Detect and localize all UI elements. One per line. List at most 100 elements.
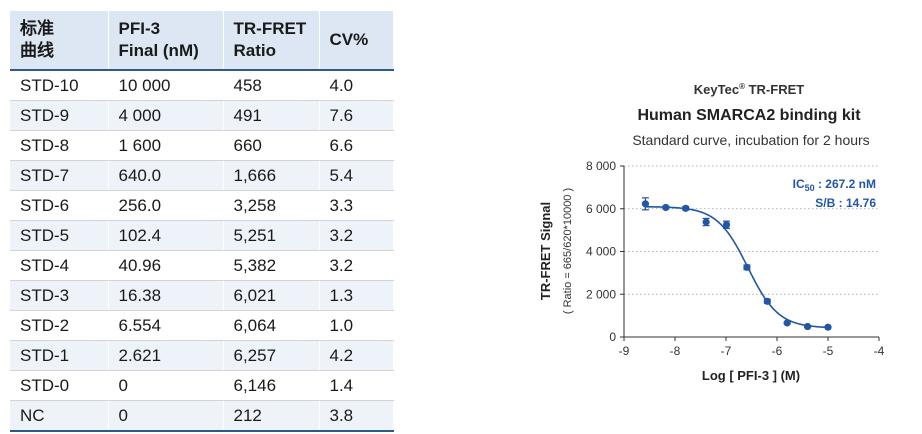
- cell-pfi3-final: 10 000: [108, 70, 224, 101]
- table-body: STD-10 10 000 458 4.0 STD-9 4 000 491 7.6 STD-8 1…: [10, 70, 394, 432]
- cell-cv: 3.2: [319, 220, 394, 251]
- cell-std-curve: STD-2: [10, 310, 109, 341]
- cell-cv: 5.4: [319, 160, 394, 191]
- gridlines: [624, 165, 879, 295]
- cell-cv: 1.3: [319, 280, 394, 311]
- cell-trfret-ratio: 6,021: [223, 280, 320, 311]
- cell-trfret-ratio: 6,146: [223, 370, 320, 401]
- ic50-annotation: IC50 : 267.2 nM: [793, 177, 876, 193]
- chart-brand: KeyTec® TR-FRET: [694, 82, 804, 97]
- data-point: [763, 297, 771, 305]
- ic50-subscript: 50: [805, 183, 815, 193]
- table-row: STD-1 2.621 6,257 4.2: [10, 340, 394, 371]
- data-point: [662, 203, 670, 212]
- cell-std-curve: STD-1: [10, 340, 109, 371]
- cell-trfret-ratio: 491: [223, 100, 320, 131]
- cell-trfret-ratio: 458: [223, 70, 320, 101]
- data-point: [641, 200, 650, 208]
- data-point: [722, 221, 731, 229]
- cell-cv: 4.0: [319, 70, 394, 101]
- data-point: [702, 218, 710, 226]
- cell-trfret-ratio: 6,064: [223, 310, 320, 341]
- axis-ticks: 0 2 000 4 000 6 000 8 000 -9 -8 -7 -6 -5 -4: [586, 159, 885, 358]
- table-row: STD-0 0 6,146 1.4: [10, 370, 394, 401]
- cell-std-curve: STD-10: [10, 70, 109, 101]
- header-cv: CV%: [319, 11, 394, 71]
- y-axis-subtitle: ( Ratio = 665/620*10000 ): [562, 188, 574, 314]
- cell-std-curve: STD-8: [10, 130, 109, 161]
- ic50-prefix: IC: [793, 177, 805, 191]
- table-row: NC 0 212 3.8: [10, 400, 394, 432]
- cell-pfi3-final: 640.0: [108, 160, 224, 191]
- data-point: [743, 263, 751, 271]
- brand-registered-mark: ®: [739, 82, 745, 91]
- table-row: STD-5 102.4 5,251 3.2: [10, 220, 394, 251]
- x-tick-label: -5: [823, 344, 834, 358]
- table-row: STD-10 10 000 458 4.0: [10, 70, 394, 101]
- cell-trfret-ratio: 5,251: [223, 220, 320, 251]
- y-tick-label: 6 000: [586, 202, 616, 216]
- cell-trfret-ratio: 1,666: [223, 160, 320, 191]
- cell-std-curve: STD-9: [10, 100, 109, 131]
- table-row: STD-9 4 000 491 7.6: [10, 100, 394, 131]
- cell-std-curve: STD-5: [10, 220, 109, 251]
- header-line: PFI-3: [118, 19, 161, 38]
- cell-pfi3-final: 2.621: [108, 340, 224, 371]
- header-line: CV%: [329, 30, 369, 49]
- data-points: [641, 197, 832, 331]
- table-row: STD-8 1 600 660 6.6: [10, 130, 394, 161]
- cell-pfi3-final: 4 000: [108, 100, 224, 131]
- cell-pfi3-final: 40.96: [108, 250, 224, 281]
- ic50-value: : 267.2 nM: [815, 177, 876, 191]
- x-tick-label: -7: [721, 344, 732, 358]
- sb-annotation: S/B : 14.76: [815, 196, 876, 210]
- header-trfret-ratio: TR-FRET Ratio: [223, 11, 320, 71]
- cell-cv: 6.6: [319, 130, 394, 161]
- cell-pfi3-final: 16.38: [108, 280, 224, 311]
- table-row: STD-6 256.0 3,258 3.3: [10, 190, 394, 221]
- cell-cv: 3.8: [319, 400, 394, 432]
- cell-pfi3-final: 0: [108, 370, 224, 401]
- x-tick-label: -6: [772, 344, 783, 358]
- cell-std-curve: NC: [10, 400, 109, 432]
- chart-title: Human SMARCA2 binding kit: [637, 107, 861, 124]
- standard-curve-table: 标准 曲线 PFI-3 Final (nM) TR-FRET Ratio CV%…: [10, 11, 394, 432]
- cell-std-curve: STD-7: [10, 160, 109, 191]
- table-row: STD-3 16.38 6,021 1.3: [10, 280, 394, 311]
- x-tick-label: -4: [874, 344, 885, 358]
- cell-trfret-ratio: 5,382: [223, 250, 320, 281]
- y-tick-label: 8 000: [586, 159, 616, 173]
- table-row: STD-2 6.554 6,064 1.0: [10, 310, 394, 341]
- data-point: [824, 323, 832, 331]
- cell-trfret-ratio: 660: [223, 130, 320, 161]
- cell-cv: 1.0: [319, 310, 394, 341]
- table-row: STD-4 40.96 5,382 3.2: [10, 250, 394, 281]
- cell-std-curve: STD-3: [10, 280, 109, 311]
- y-tick-label: 2 000: [586, 287, 616, 301]
- header-line: 曲线: [20, 41, 54, 60]
- header-line: Final (nM): [118, 41, 199, 60]
- cell-cv: 3.3: [319, 190, 394, 221]
- cell-trfret-ratio: 3,258: [223, 190, 320, 221]
- cell-pfi3-final: 102.4: [108, 220, 224, 251]
- y-axis-title: TR-FRET Signal: [538, 202, 553, 300]
- cell-std-curve: STD-4: [10, 250, 109, 281]
- x-tick-label: -8: [670, 344, 681, 358]
- cell-trfret-ratio: 212: [223, 400, 320, 432]
- cell-std-curve: STD-0: [10, 370, 109, 401]
- y-tick-label: 4 000: [586, 245, 616, 259]
- cell-std-curve: STD-6: [10, 190, 109, 221]
- cell-trfret-ratio: 6,257: [223, 340, 320, 371]
- data-point: [682, 204, 690, 212]
- table-row: STD-7 640.0 1,666 5.4: [10, 160, 394, 191]
- cell-pfi3-final: 6.554: [108, 310, 224, 341]
- cell-cv: 1.4: [319, 370, 394, 401]
- header-pfi3-final: PFI-3 Final (nM): [108, 11, 224, 71]
- header-line: TR-FRET: [233, 19, 307, 38]
- data-point: [804, 322, 812, 331]
- cell-pfi3-final: 0: [108, 400, 224, 432]
- x-tick-label: -9: [619, 344, 630, 358]
- cell-cv: 4.2: [319, 340, 394, 371]
- chart-subtitle: Standard curve, incubation for 2 hours: [632, 132, 869, 148]
